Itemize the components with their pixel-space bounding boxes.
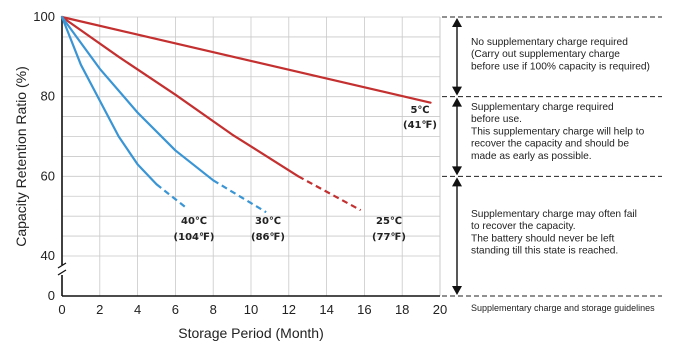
y-tick-label: 40: [41, 248, 55, 263]
zone-arrow-1-head-down: [452, 86, 462, 96]
zone-arrow-3-head-down: [452, 286, 462, 295]
guidelines-caption: Supplementary charge and storage guideli…: [471, 303, 655, 313]
zone-2-text-line: Supplementary charge required: [471, 102, 614, 113]
x-axis-title: Storage Period (Month): [178, 325, 324, 341]
zone-2-text-line: recover the capacity and should be: [471, 139, 629, 150]
series-label-s25: 25℃: [376, 216, 402, 227]
series-dashed-s30: [212, 179, 267, 214]
x-tick-label: 6: [172, 302, 179, 317]
series-lines: [60, 15, 432, 214]
x-tick-label: 18: [395, 302, 409, 317]
zone-1-text-line: No supplementary charge required: [471, 37, 628, 48]
series-label-s5: 5℃: [410, 105, 429, 116]
x-tick-label: 12: [282, 302, 296, 317]
series-label-sub-s25: (77℉): [372, 232, 406, 243]
series-label-sub-s40: (104℉): [174, 232, 215, 243]
zone-arrow-3-head-up: [452, 177, 462, 187]
zone-3-text-line: The battery should never be left: [471, 233, 614, 244]
x-tick-label: 8: [210, 302, 217, 317]
zone-arrow-2-head-up: [452, 97, 462, 107]
zone-2-text-line: This supplementary charge will help to: [471, 126, 645, 137]
y-axis-title: Capacity Retention Ratio (%): [13, 66, 29, 247]
series-line-s40: [60, 15, 158, 186]
series-label-sub-s5: (41℉): [403, 120, 437, 131]
series-dashed-s25: [297, 175, 362, 212]
zone-arrow-2-head-down: [452, 166, 462, 176]
zone-1-text-line: (Carry out supplementary charge: [471, 49, 620, 60]
zone-3-text-line: to recover the capacity.: [471, 221, 576, 232]
series-line-s30: [60, 15, 215, 182]
zone-2-text-line: made as early as possible.: [471, 151, 592, 162]
zone-2-text-line: before use.: [471, 114, 522, 125]
axis-break-mark: [57, 262, 67, 276]
zone-3-text-line: Supplementary charge may often fail: [471, 209, 637, 220]
series-label-s30: 30℃: [255, 216, 281, 227]
y-tick-label: 100: [33, 9, 55, 24]
series-labels: 5℃ (41℉) 25℃ (77℉) 30℃ (86℉) 40℃ (104℉): [174, 105, 437, 243]
zone-1-text-line: before use if 100% capacity is required): [471, 61, 650, 72]
series-line-s5: [60, 15, 432, 104]
zone-arrow-1-head-up: [452, 18, 462, 27]
zone-3-text-line: standing till this state is reached.: [471, 246, 618, 257]
series-label-sub-s30: (86℉): [251, 232, 285, 243]
x-tick-label: 14: [319, 302, 333, 317]
series-line-s25: [60, 15, 300, 178]
y-tick-label: 80: [41, 89, 55, 104]
x-tick-label: 10: [244, 302, 258, 317]
series-label-s40: 40℃: [181, 216, 207, 227]
x-tick-label: 16: [357, 302, 371, 317]
x-tick-label: 4: [134, 302, 141, 317]
y-tick-label-zero: 0: [48, 288, 55, 303]
axes: 0 2 4 6 8 10 12 14 16 18 20 100 80 60 40 0 Storage Perio…: [13, 9, 447, 341]
grid: [62, 16, 441, 296]
x-tick-label: 2: [96, 302, 103, 317]
x-tick-label: 20: [433, 302, 447, 317]
guidelines-panel: No supplementary charge required(Carry o…: [442, 16, 662, 313]
x-tick-label: 0: [58, 302, 65, 317]
y-tick-label: 60: [41, 168, 55, 183]
series-dashed-s40: [155, 183, 188, 210]
